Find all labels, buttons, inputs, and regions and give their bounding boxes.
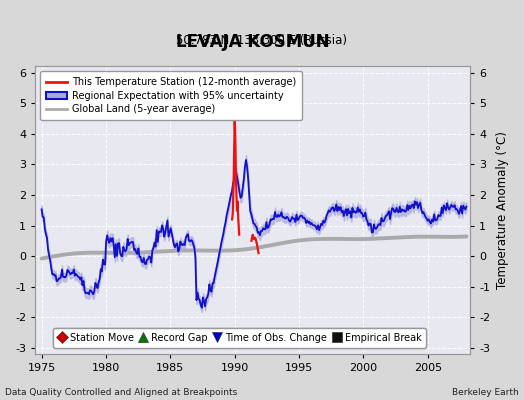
Text: Data Quality Controlled and Aligned at Breakpoints: Data Quality Controlled and Aligned at B… <box>5 388 237 397</box>
Text: Berkeley Earth: Berkeley Earth <box>452 388 519 397</box>
Y-axis label: Temperature Anomaly (°C): Temperature Anomaly (°C) <box>496 131 509 289</box>
Legend: Station Move, Record Gap, Time of Obs. Change, Empirical Break: Station Move, Record Gap, Time of Obs. C… <box>53 328 426 348</box>
Title: LEVAJA KOSMUN: LEVAJA KOSMUN <box>176 33 330 51</box>
Text: 50.783 N, 133.300 E (Russia): 50.783 N, 133.300 E (Russia) <box>177 34 347 47</box>
